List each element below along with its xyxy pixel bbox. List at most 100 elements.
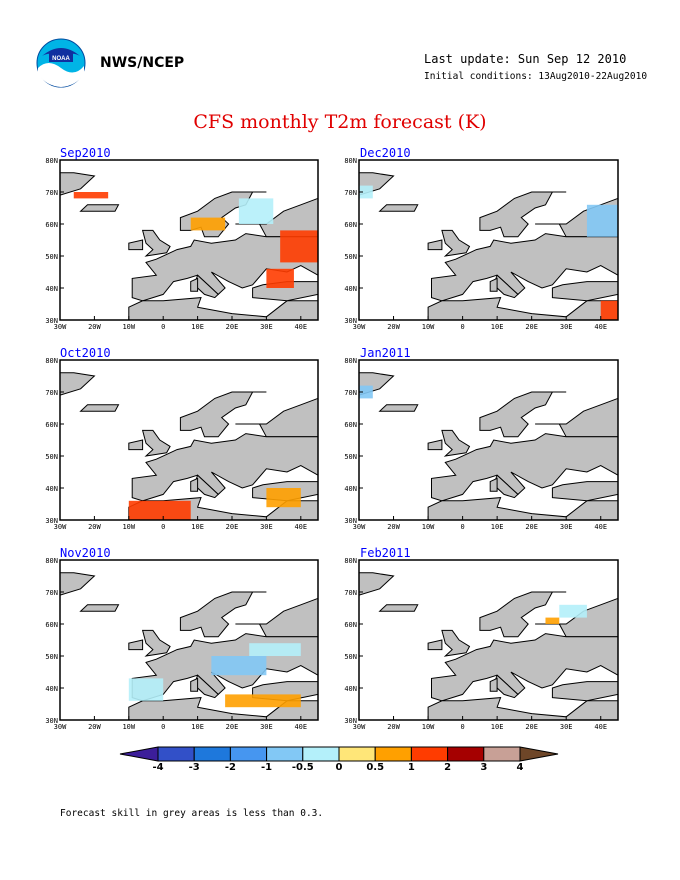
land-region xyxy=(128,297,318,320)
x-tick-label: 0 xyxy=(161,323,165,331)
y-tick-label: 80N xyxy=(344,157,357,165)
x-tick-label: 10E xyxy=(491,723,504,731)
panel-label: Oct2010 xyxy=(60,346,111,360)
land-region xyxy=(427,239,443,251)
x-tick-label: 10W xyxy=(122,523,135,531)
x-tick-label: 30E xyxy=(560,523,573,531)
panel-frame xyxy=(358,559,619,721)
anomaly-cell xyxy=(545,617,560,624)
colorbar-swatch xyxy=(483,746,521,762)
land-region xyxy=(79,204,120,212)
land-region xyxy=(141,429,171,457)
y-tick-label: 80N xyxy=(45,357,58,365)
x-tick-label: 40E xyxy=(294,323,307,331)
land-region xyxy=(128,639,144,651)
land-region xyxy=(441,629,471,657)
anomaly-cell xyxy=(211,656,267,676)
forecast-panel-feb2011: 30N 40N 50N 60N 70N 80N 30W 20W 10W 0 10E 20E 30E 40E… xyxy=(344,546,619,731)
y-tick-label: 30N xyxy=(45,317,58,325)
anomaly-cell xyxy=(280,230,318,263)
y-tick-label: 60N xyxy=(45,421,58,429)
colorbar-label: -0.5 xyxy=(292,762,314,773)
x-tick-label: 10W xyxy=(422,323,435,331)
land-region xyxy=(479,591,567,638)
y-tick-label: 60N xyxy=(344,221,357,229)
land-region xyxy=(427,639,443,651)
svg-text:NOAA: NOAA xyxy=(52,56,70,62)
agency-label: NWS/NCEP xyxy=(100,55,185,71)
y-tick-label: 40N xyxy=(45,485,58,493)
y-tick-label: 80N xyxy=(344,357,357,365)
colorbar-swatch xyxy=(447,746,485,762)
land-region xyxy=(190,477,199,492)
y-tick-label: 80N xyxy=(344,557,357,565)
y-tick-label: 50N xyxy=(45,653,58,661)
x-tick-label: 10E xyxy=(491,323,504,331)
x-tick-label: 20W xyxy=(387,323,400,331)
noaa-logo-icon: NOAA xyxy=(36,38,86,88)
y-tick-label: 70N xyxy=(45,389,58,397)
y-tick-label: 50N xyxy=(45,453,58,461)
x-tick-label: 20E xyxy=(226,323,239,331)
colorbar-label: -3 xyxy=(189,762,200,773)
x-tick-label: 30W xyxy=(54,323,67,331)
land-region xyxy=(427,697,618,720)
y-tick-label: 70N xyxy=(344,389,357,397)
colorbar-arrow-right xyxy=(519,746,559,762)
anomaly-cell xyxy=(266,268,294,288)
anomaly-cell xyxy=(559,604,587,618)
y-tick-label: 70N xyxy=(344,189,357,197)
y-tick-label: 60N xyxy=(344,621,357,629)
panel-label: Sep2010 xyxy=(60,146,111,160)
panel-frame xyxy=(59,559,319,721)
y-tick-label: 30N xyxy=(45,517,58,525)
land-region xyxy=(427,297,618,320)
y-tick-label: 60N xyxy=(45,221,58,229)
y-tick-label: 60N xyxy=(344,421,357,429)
anomaly-cell xyxy=(128,500,191,520)
y-tick-label: 40N xyxy=(344,685,357,693)
anomaly-cell xyxy=(238,198,274,224)
x-tick-label: 20W xyxy=(387,523,400,531)
y-tick-label: 30N xyxy=(344,717,357,725)
colorbar-swatch xyxy=(374,746,412,762)
colorbar-swatch xyxy=(338,746,376,762)
last-update-text: Last update: Sun Sep 12 2010 xyxy=(424,52,627,66)
land-region xyxy=(431,633,618,702)
anomaly-cell xyxy=(600,300,618,320)
initial-conditions-text: Initial conditions: 13Aug2010-22Aug2010 xyxy=(424,71,648,82)
y-tick-label: 30N xyxy=(344,517,357,525)
colorbar-label: -1 xyxy=(261,762,272,773)
panel-frame xyxy=(358,159,619,321)
land-region xyxy=(551,281,618,302)
y-tick-label: 70N xyxy=(45,189,58,197)
land-region xyxy=(179,591,267,638)
y-tick-label: 40N xyxy=(344,485,357,493)
y-tick-label: 30N xyxy=(344,317,357,325)
colorbar-swatch xyxy=(302,746,340,762)
colorbar: -4 -3 -2 -1 -0.5 0 0.5 1 2 3 4 xyxy=(119,746,559,773)
panel-frame xyxy=(358,359,619,521)
anomaly-cell xyxy=(225,694,301,708)
colorbar-swatch xyxy=(157,746,195,762)
land-region xyxy=(131,233,318,302)
colorbar-swatch xyxy=(229,746,268,762)
x-tick-label: 0 xyxy=(460,723,464,731)
x-tick-label: 40E xyxy=(294,723,307,731)
x-tick-label: 30E xyxy=(560,323,573,331)
land-region xyxy=(489,677,498,692)
y-tick-label: 30N xyxy=(45,717,58,725)
anomaly-cell xyxy=(359,185,373,199)
land-region xyxy=(60,172,96,196)
x-tick-label: 30E xyxy=(260,723,273,731)
panel-label: Dec2010 xyxy=(360,146,411,160)
land-region xyxy=(378,404,419,412)
land-region xyxy=(79,604,120,612)
y-tick-label: 80N xyxy=(45,557,58,565)
colorbar-label: 4 xyxy=(517,762,524,773)
land-region xyxy=(235,597,318,638)
colorbar-label: 1 xyxy=(408,762,415,773)
land-region xyxy=(190,277,199,292)
y-tick-label: 40N xyxy=(45,285,58,293)
